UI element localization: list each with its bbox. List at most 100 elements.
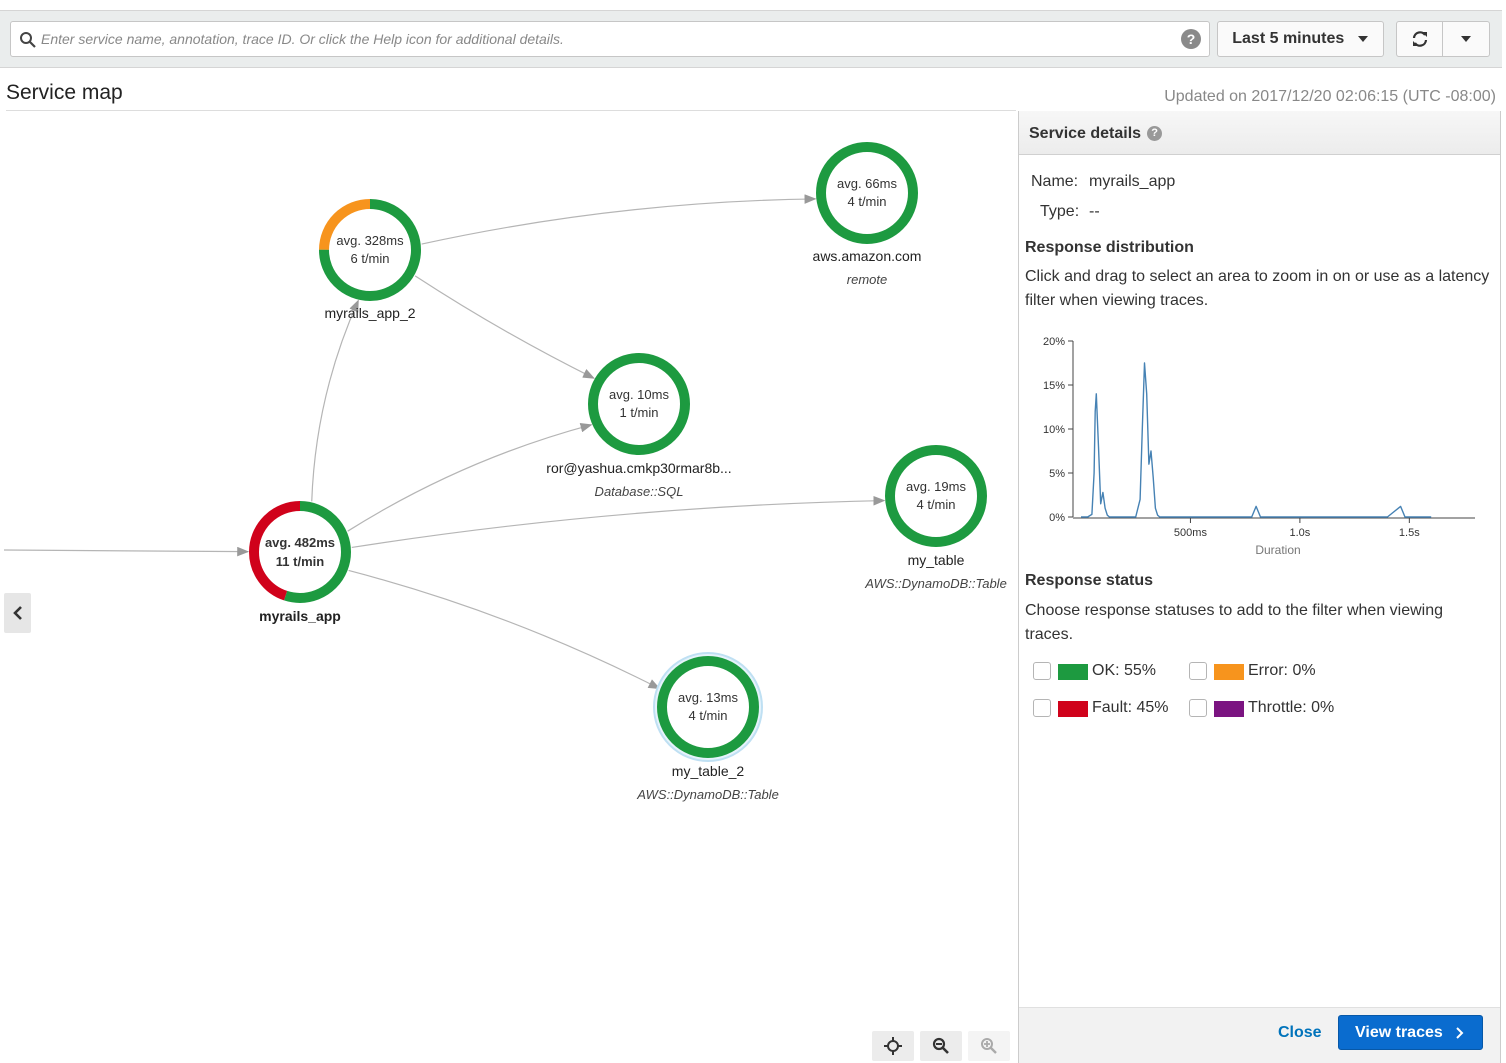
y-tick-label: 5% [1049,468,1065,480]
distribution-line [1081,362,1432,518]
center-map-button[interactable] [872,1031,914,1061]
node-name[interactable]: aws.amazon.com [812,248,922,264]
panel-title-text: Service details [1029,125,1142,142]
close-button[interactable]: Close [1278,1024,1322,1041]
response-distribution-title: Response distribution [1025,239,1194,256]
node-avg: avg. 13ms [678,690,738,705]
edge-myrails_app-to-my_table[interactable] [351,495,886,549]
refresh-options-button[interactable] [1443,22,1489,56]
node-ring-segment [319,199,421,301]
node-name[interactable]: my_table [907,552,965,568]
node-name[interactable]: my_table_2 [671,763,745,779]
status-swatch-fault [1058,701,1088,717]
service-details-panel: Service details? Name: myrails_app Type:… [1018,111,1501,1063]
node-rate: 1 t/min [619,405,659,420]
search-icon [20,32,36,48]
zoom-in-button[interactable] [968,1031,1010,1061]
status-checkbox[interactable] [1189,699,1207,717]
node-ring-segment [816,142,918,244]
nodes [249,142,987,762]
panel-footer: Close View traces [1019,1007,1500,1063]
node-type: AWS::DynamoDB::Table [865,576,1007,591]
chevron-right-icon [1456,1027,1464,1039]
search-box[interactable]: ? [10,21,1210,57]
node-avg: avg. 10ms [609,387,669,402]
status-checkbox[interactable] [1033,699,1051,717]
refresh-button[interactable] [1397,22,1443,56]
question-icon[interactable]: ? [1147,126,1163,142]
x-tick-label: 500ms [1174,527,1208,539]
status-label: Error: 0% [1248,662,1316,679]
edge-client-to-myrails_app[interactable] [3,546,250,557]
node-myrails_app_2[interactable] [319,199,421,301]
node-my_table[interactable] [885,445,987,547]
node-rate: 4 t/min [688,708,728,723]
response-status-text: Choose response statuses to add to the f… [1025,602,1444,643]
status-checkbox[interactable] [1033,662,1051,680]
node-avg: avg. 66ms [837,176,897,191]
response-status-title: Response status [1025,572,1154,589]
edge-myrails_app-to-myrails_app_2[interactable] [311,299,359,502]
response-distribution-chart[interactable]: 0% 5% 10% 15% 20% 500ms 1.0s 1.5s Duration [1023,329,1493,579]
panel-title: Service details? [1029,125,1163,143]
type-value: -- [1089,203,1100,220]
collapse-panel-button[interactable] [4,593,31,633]
node-type: AWS::DynamoDB::Table [637,787,779,802]
node-type: Database::SQL [594,484,684,499]
node-ring-segment [249,501,351,603]
node-avg: avg. 328ms [336,233,404,248]
edge-myrails_app_2-to-ror[interactable] [414,275,595,379]
help-icon[interactable]: ? [1181,29,1201,49]
node-rate: 11 t/min [275,554,325,569]
x-tick-label: 1.5s [1399,527,1420,539]
node-aws[interactable] [816,142,918,244]
node-ror[interactable] [588,353,690,455]
node-rate: 4 t/min [847,194,887,209]
edge-myrails_app_2-to-aws[interactable] [421,194,817,245]
node-rate: 6 t/min [350,251,390,266]
chart-axes [1072,341,1475,519]
node-name[interactable]: myrails_app [259,608,341,624]
chevron-left-icon [13,606,22,620]
y-tick-label: 15% [1043,380,1065,392]
service-map[interactable]: avg. 482ms 11 t/min myrails_app avg. 328… [0,111,1018,1063]
node-ring-segment [885,445,987,547]
view-traces-button[interactable]: View traces [1338,1015,1483,1050]
y-tick-label: 10% [1043,424,1065,436]
edges [3,194,886,690]
edge-myrails_app-to-ror[interactable] [347,422,593,532]
time-range-dropdown[interactable]: Last 5 minutes [1217,21,1384,57]
node-ring-segment [588,353,690,455]
status-label: Throttle: 0% [1248,699,1335,716]
time-range-label: Last 5 minutes [1232,30,1345,47]
search-input[interactable] [41,22,1171,56]
divider [6,110,1016,111]
view-traces-label: View traces [1355,1023,1443,1041]
name-value: myrails_app [1089,173,1176,190]
zoom-in-icon [981,1038,997,1054]
zoom-out-icon [932,1037,949,1054]
refresh-group [1396,21,1490,57]
node-ring-segment [657,656,759,758]
caret-down-icon [1461,36,1471,42]
node-name[interactable]: myrails_app_2 [324,305,416,321]
x-axis-label: Duration [1255,543,1300,557]
name-label: Name: [1031,173,1079,190]
node-my_table_2[interactable] [653,652,763,762]
node-avg: avg. 482ms [264,535,336,550]
y-tick-label: 20% [1043,336,1065,348]
zoom-out-button[interactable] [920,1031,962,1061]
refresh-icon [1412,31,1428,47]
crosshair-icon [884,1037,902,1055]
updated-timestamp: Updated on 2017/12/20 02:06:15 (UTC -08:… [1164,88,1496,105]
node-myrails_app[interactable] [249,501,351,603]
node-rate: 4 t/min [916,497,956,512]
page-title: Service map [6,81,123,104]
status-label: Fault: 45% [1092,699,1169,716]
status-checkbox[interactable] [1189,662,1207,680]
status-swatch-throttle [1214,701,1244,717]
service-map-canvas[interactable] [0,111,1018,1063]
node-type: remote [846,272,888,287]
edge-myrails_app-to-my_table_2[interactable] [348,569,661,690]
node-name[interactable]: ror@yashua.cmkp30rmar8b... [546,460,732,476]
